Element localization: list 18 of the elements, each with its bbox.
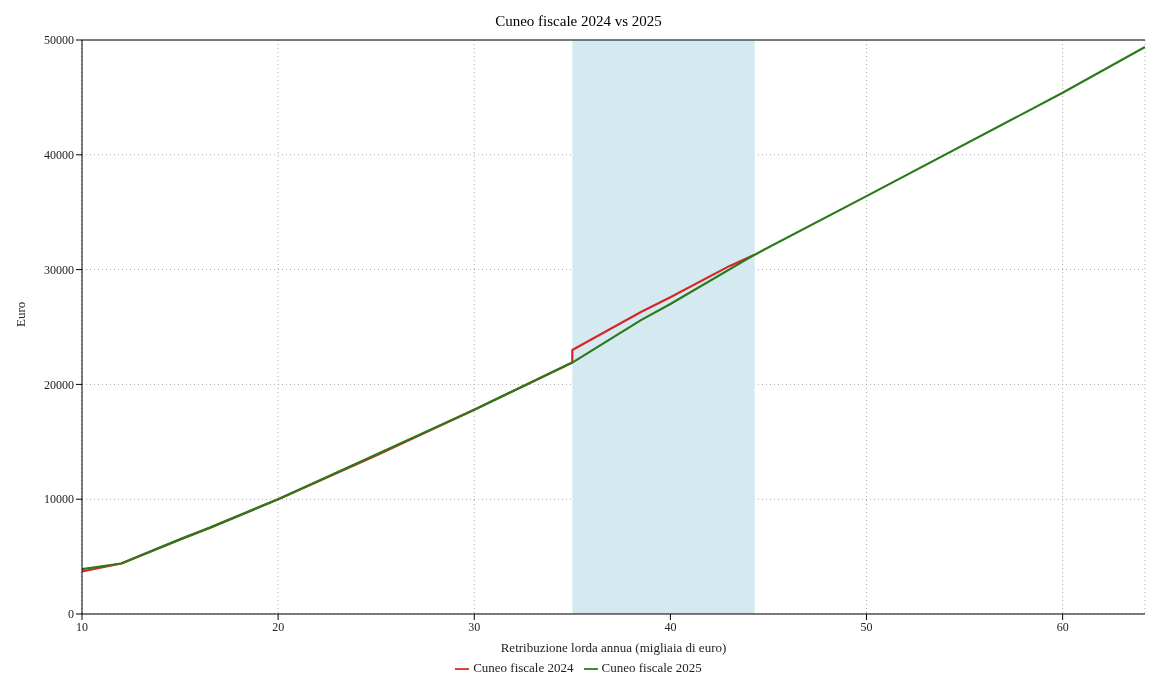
legend-label: Cuneo fiscale 2025 [601, 659, 702, 675]
line-series [82, 45, 1145, 571]
y-tick-label: 0 [68, 607, 74, 622]
x-tick-label: 50 [860, 619, 873, 634]
x-tick-label: 10 [76, 619, 88, 634]
y-axis-title: Euro [12, 301, 28, 327]
y-tick-label: 20000 [44, 377, 74, 392]
y-tick-label: 10000 [44, 492, 74, 507]
x-axis-title: Retribuzione lorda annua (migliaia di euro) [500, 639, 727, 655]
x-tick-label: 40 [664, 619, 677, 634]
x-tick-label: 60 [1056, 619, 1069, 634]
x-tick-label: 30 [468, 619, 481, 634]
y-tick-label: 50000 [44, 33, 74, 48]
chart-title: Cuneo fiscale 2024 vs 2025 [494, 12, 663, 31]
y-tick-label: 40000 [44, 148, 74, 163]
x-tick-label: 20 [272, 619, 285, 634]
y-tick-label: 30000 [44, 262, 74, 277]
legend-label: Cuneo fiscale 2024 [473, 659, 574, 675]
